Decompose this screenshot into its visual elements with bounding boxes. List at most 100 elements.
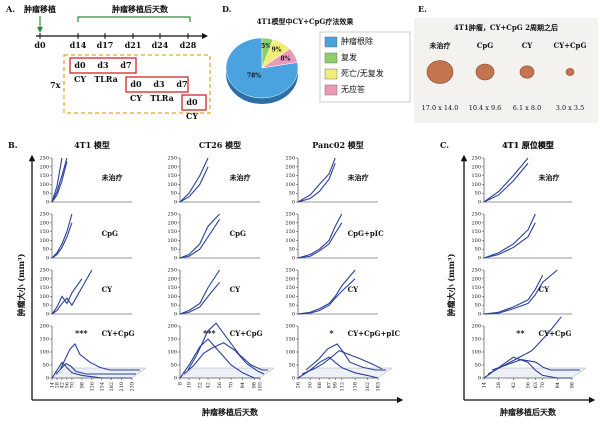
x-tick-label: 126 xyxy=(89,382,95,392)
growth-curve xyxy=(51,213,73,259)
panel-b: B. 肿瘤大小 (mm³) 肿瘤移植后天数 xyxy=(8,140,404,417)
y-tick-label: 100 xyxy=(285,294,295,300)
y-tick-label: 200 xyxy=(471,164,481,170)
growth-curve xyxy=(483,269,558,315)
y-tick-label: 50 xyxy=(43,191,49,197)
x-tick-label: 239 xyxy=(130,382,136,392)
y-tick-label: 50 xyxy=(43,303,49,309)
x-tick-label: 112 xyxy=(339,382,345,392)
group-label: CY xyxy=(230,285,242,294)
days-title: 肿瘤移植后天数 xyxy=(112,4,169,14)
growth-curve xyxy=(51,222,73,259)
x-axis-label: 肿瘤移植后天数 xyxy=(500,407,557,417)
significance: *** xyxy=(75,328,88,338)
column-title: 4T1 模型 xyxy=(74,140,110,150)
y-tick-label: 0 xyxy=(46,200,49,206)
y-tick-label: 150 xyxy=(471,285,481,291)
growth-curve xyxy=(487,316,562,375)
y-tick-label: 100 xyxy=(39,350,49,356)
panel-d: D. 4T1模型中CY+CpG疗法效果 xyxy=(222,4,353,26)
y-tick-label: 150 xyxy=(285,337,295,343)
y-tick-label: 50 xyxy=(43,247,49,253)
growth-curve xyxy=(183,342,265,375)
growth-curve xyxy=(179,281,221,315)
group-label: 未治疗 xyxy=(348,173,369,182)
x-tick-label: 154 xyxy=(99,382,105,392)
implant-label: 肿瘤移植 xyxy=(24,4,56,14)
y-tick-label: 200 xyxy=(167,324,177,330)
significance: *** xyxy=(203,328,216,338)
growth-curve xyxy=(297,163,336,203)
group-label: 未治疗 xyxy=(102,173,123,182)
x-tick-label: 42 xyxy=(511,382,517,388)
growth-curve xyxy=(55,362,136,375)
y-tick-label: 200 xyxy=(285,220,295,226)
y-tick-label: 200 xyxy=(285,324,295,330)
growth-curve xyxy=(51,161,68,203)
y-tick-label: 0 xyxy=(46,376,49,382)
y-tick-label: 250 xyxy=(285,156,295,162)
day-label: d17 xyxy=(97,40,114,50)
slice-label: 8% xyxy=(281,55,291,62)
y-tick-label: 50 xyxy=(43,363,49,369)
y-tick-label: 100 xyxy=(167,350,177,356)
x-tick-label: 32 xyxy=(197,382,203,388)
cycle-box xyxy=(181,94,207,111)
x-tick-label: 26 xyxy=(296,382,302,388)
x-tick-label: 28 xyxy=(54,382,60,388)
y-tick-label: 0 xyxy=(174,312,177,318)
y-tick-label: 200 xyxy=(471,220,481,226)
growth-curve xyxy=(179,338,260,379)
y-tick-label: 50 xyxy=(475,363,481,369)
day-label: d24 xyxy=(152,40,169,50)
x-tick-label: 56 xyxy=(526,382,532,388)
y-tick-label: 50 xyxy=(289,363,295,369)
legend-swatch xyxy=(324,52,338,64)
y-tick-label: 100 xyxy=(39,294,49,300)
panel-a: A. 肿瘤移植 肿瘤移植后天数 7x xyxy=(5,4,211,114)
group-label: CY xyxy=(102,285,114,294)
growth-curve xyxy=(297,356,379,379)
days-bracket xyxy=(77,16,191,22)
group-label: CpG xyxy=(102,229,118,238)
y-tick-label: 200 xyxy=(39,220,49,226)
y-tick-label: 250 xyxy=(39,156,49,162)
slice-label: 9% xyxy=(272,47,282,54)
y-tick-label: 150 xyxy=(167,229,177,235)
legend-frame xyxy=(319,31,411,103)
y-tick-label: 250 xyxy=(39,212,49,218)
x-tick-label: 42 xyxy=(59,382,65,388)
cycle-box xyxy=(69,57,137,74)
growth-curve xyxy=(305,343,386,371)
group-label: 未治疗 xyxy=(230,173,251,182)
y-tick-label: 150 xyxy=(285,229,295,235)
panel-label: A. xyxy=(5,4,15,14)
growth-curve xyxy=(483,222,536,259)
cycle-day: d0 xyxy=(186,97,198,107)
group-label: CY+CpG xyxy=(539,329,572,338)
group-label: CpG xyxy=(230,229,246,238)
cycle-day: d0 xyxy=(74,60,86,70)
pie-slice xyxy=(261,48,298,69)
x-tick-label: 138 xyxy=(353,382,359,392)
y-tick-label: 200 xyxy=(39,324,49,330)
group-label: 未治疗 xyxy=(539,173,560,182)
y-tick-label: 200 xyxy=(167,220,177,226)
growth-curve xyxy=(483,157,529,203)
cycle-drug: CY xyxy=(74,74,86,84)
y-tick-label: 150 xyxy=(471,229,481,235)
y-tick-label: 250 xyxy=(167,268,177,274)
legend-label: 复发 xyxy=(341,52,357,62)
growth-curve xyxy=(179,218,221,259)
growth-curve xyxy=(483,162,529,203)
y-tick-label: 200 xyxy=(39,276,49,282)
legend-swatch xyxy=(324,68,338,80)
y-tick-label: 250 xyxy=(39,268,49,274)
cycle-box xyxy=(125,76,189,93)
cycle-day: d3 xyxy=(97,60,109,70)
x-tick-label: 14 xyxy=(482,382,488,388)
y-tick-label: 150 xyxy=(39,285,49,291)
panel-label: C. xyxy=(440,140,449,150)
growth-curve xyxy=(483,213,536,259)
group-label: CY+CpG xyxy=(230,329,263,338)
